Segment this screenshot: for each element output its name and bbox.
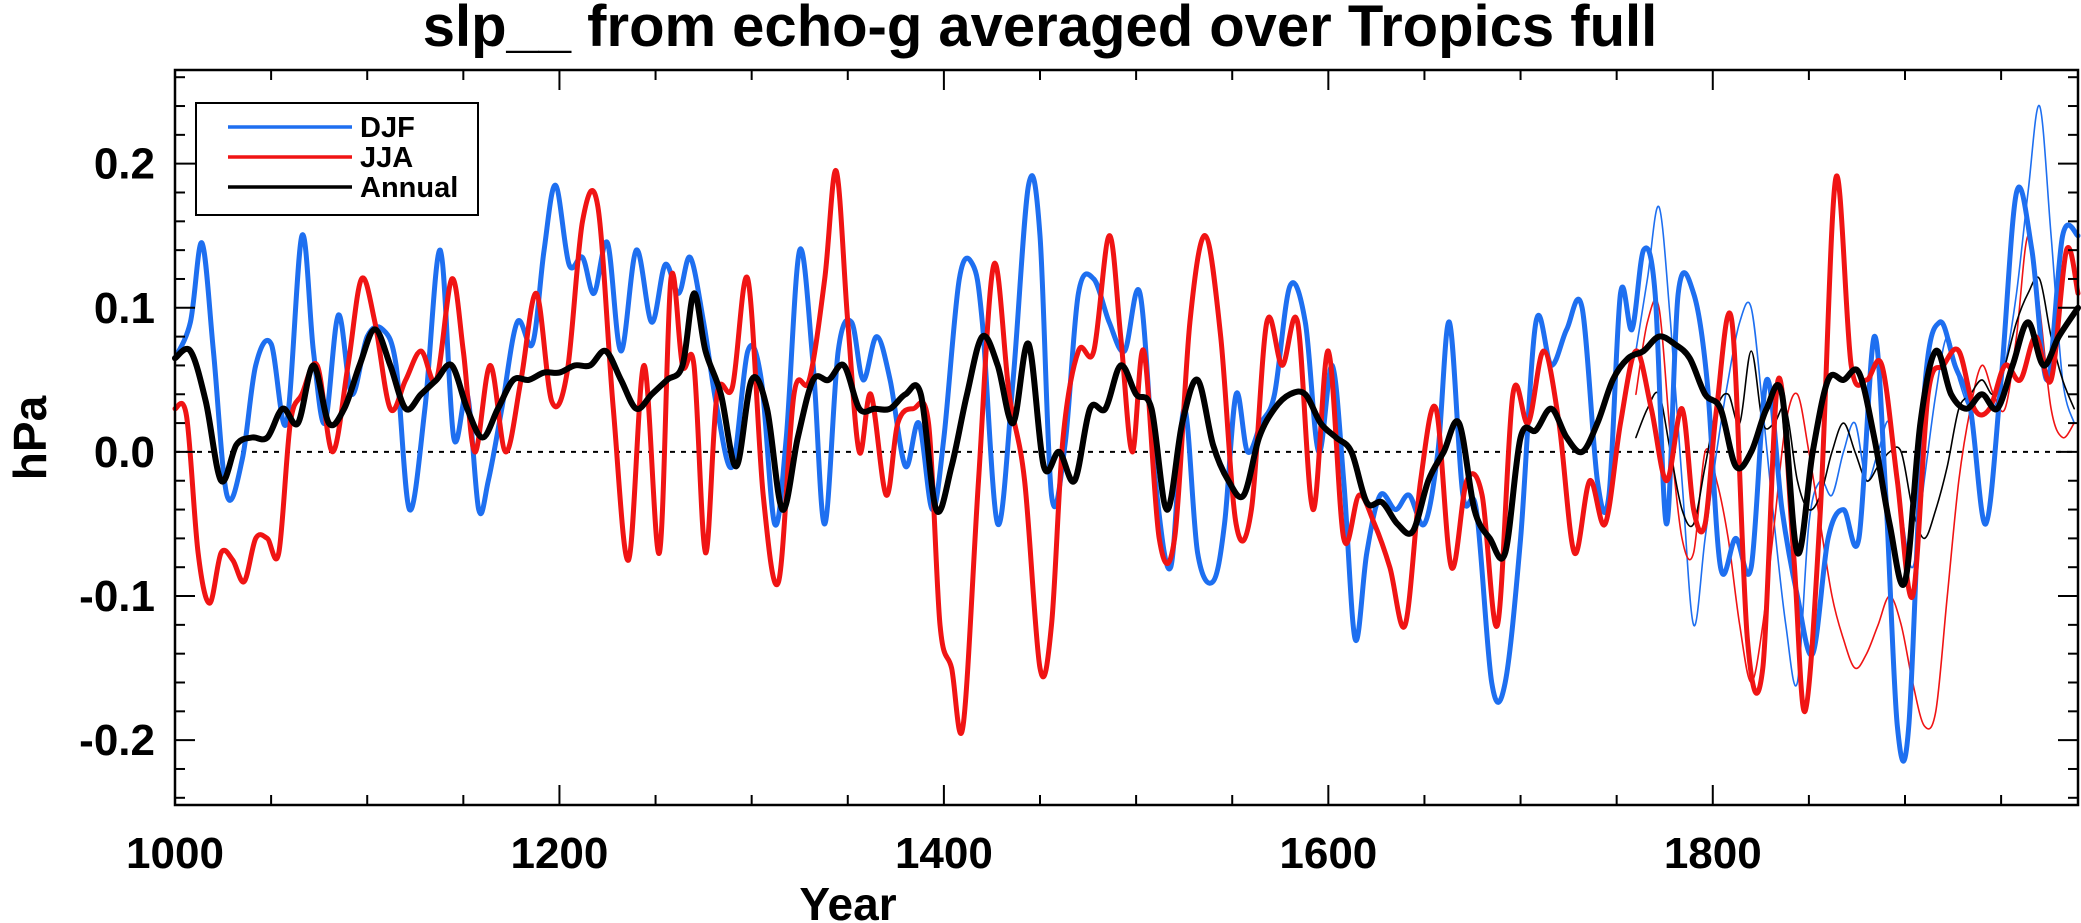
ticks-layer	[174, 70, 2078, 805]
y-axis-label: hPa	[4, 395, 56, 480]
series-line-jja-thin	[1635, 234, 2075, 730]
x-tick-label: 1800	[1664, 829, 1762, 878]
y-tick-label: 0.0	[94, 428, 155, 477]
plot-frame	[173, 68, 2080, 807]
y-tick-label: 0.1	[94, 284, 155, 333]
legend: DJF JJA Annual	[195, 102, 479, 216]
y-tick-label: -0.1	[79, 572, 155, 621]
plot-area	[172, 68, 2081, 807]
legend-label-djf: DJF	[360, 112, 415, 144]
legend-label-annual: Annual	[360, 172, 458, 204]
x-tick-label: 1400	[895, 829, 993, 878]
x-tick-label: 1000	[126, 829, 224, 878]
series-layer	[172, 104, 2081, 764]
series-line-djf-thin	[1635, 104, 2075, 687]
legend-box	[195, 102, 479, 216]
chart-title: slp__ from echo-g averaged over Tropics …	[423, 0, 1657, 59]
x-tick-label: 1600	[1279, 829, 1377, 878]
y-tick-label: 0.2	[94, 140, 155, 189]
y-tick-labels: -0.2 -0.1 0.0 0.1 0.2	[79, 140, 155, 765]
x-tick-label: 1200	[510, 829, 608, 878]
legend-label-jja: JJA	[360, 142, 413, 174]
x-axis-label: Year	[799, 878, 896, 923]
series-line-annual-thin	[1635, 276, 2075, 540]
series-line-annual	[172, 290, 2081, 588]
y-tick-label: -0.2	[79, 716, 155, 765]
series-line-djf	[172, 173, 2081, 764]
x-tick-labels: 1000 1200 1400 1600 1800	[126, 829, 1762, 878]
